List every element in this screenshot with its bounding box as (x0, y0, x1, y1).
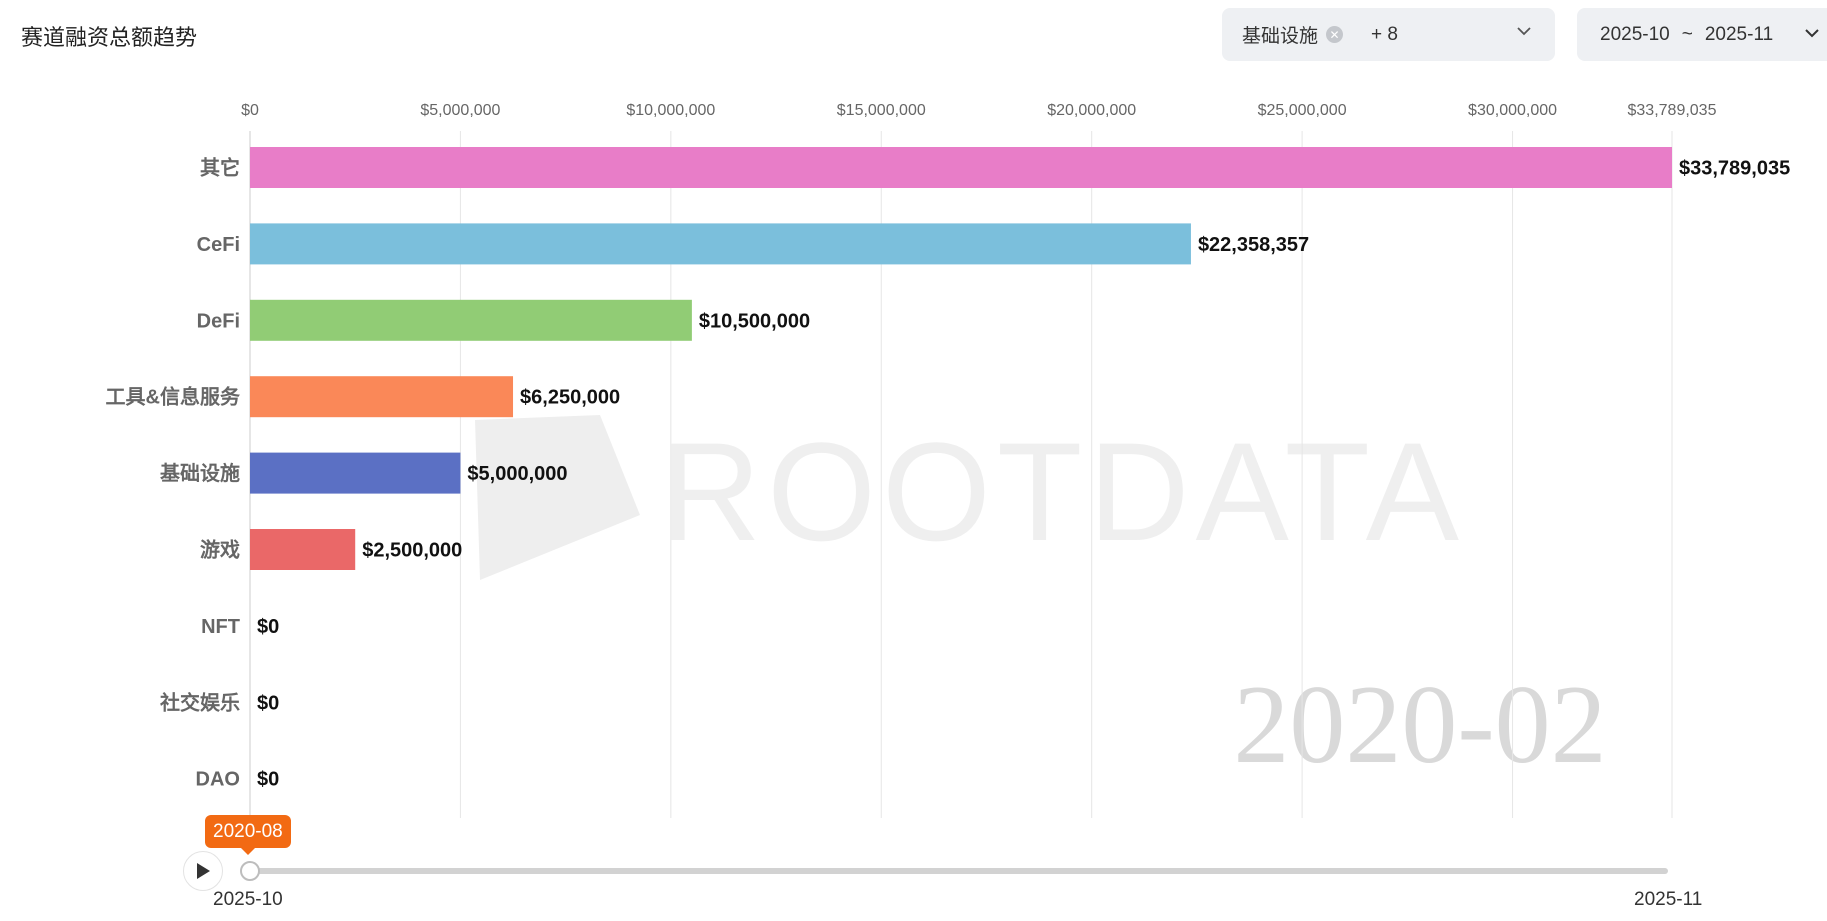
x-tick-label: $10,000,000 (626, 102, 715, 119)
category-label: 工具&信息服务 (106, 385, 241, 409)
more-count: + 8 (1371, 23, 1398, 45)
chevron-down-icon (1517, 27, 1531, 36)
bar-value-label: $0 (257, 769, 279, 791)
watermark-text: ROOTDATA (660, 413, 1465, 570)
bar-value-label: $6,250,000 (520, 387, 620, 409)
category-label: 基础设施 (160, 461, 240, 485)
bar (250, 299, 692, 341)
clear-tag-icon[interactable]: ✕ (1326, 26, 1344, 43)
timeline-track[interactable] (244, 868, 1668, 874)
bar-value-label: $22,358,357 (1198, 234, 1309, 256)
timeline-end-label: 2025-11 (1634, 889, 1703, 910)
x-tick-label: $20,000,000 (1047, 102, 1136, 119)
bar (250, 452, 461, 494)
category-label: 游戏 (200, 538, 240, 562)
category-filter-select[interactable]: 基础设施 ✕ + 8 (1222, 8, 1555, 61)
category-label: DeFi (197, 310, 240, 332)
x-tick-label: $0 (241, 102, 259, 119)
x-tick-label: $15,000,000 (837, 102, 926, 119)
bar (250, 529, 356, 570)
period-label: 2020-02 (1233, 663, 1606, 787)
x-tick-label: $5,000,000 (420, 102, 500, 119)
bar (250, 376, 514, 418)
timeline-start-label: 2025-10 (213, 889, 283, 910)
watermark-logo (475, 415, 640, 580)
category-label: NFT (201, 616, 240, 638)
date-start: 2025-10 (1600, 23, 1670, 45)
bar (250, 147, 1672, 188)
play-icon (197, 863, 210, 879)
x-tick-label: $25,000,000 (1258, 102, 1347, 119)
chevron-down-icon (1805, 29, 1819, 38)
x-tick-label: $33,789,035 (1628, 102, 1717, 119)
timeline-handle[interactable] (240, 861, 260, 881)
page-title: 赛道融资总额趋势 (21, 25, 198, 50)
bar-value-label: $5,000,000 (467, 463, 567, 485)
category-label: 其它 (200, 156, 240, 180)
bar (250, 223, 1191, 265)
bar-value-label: $0 (257, 616, 279, 638)
date-separator: ~ (1681, 23, 1693, 45)
play-button[interactable] (183, 851, 223, 891)
bar-value-label: $2,500,000 (362, 540, 462, 562)
date-end: 2025-11 (1704, 23, 1774, 45)
selected-tag: 基础设施 (1242, 26, 1319, 47)
timeline-current-badge: 2020-08 (205, 815, 291, 855)
date-range-picker[interactable]: 2025-10 ~ 2025-11 (1577, 8, 1827, 61)
category-label: DAO (196, 769, 240, 791)
bar-chart: ROOTDATA 2020-02 $0 $5,000,000 $10,000,000 $1… (106, 102, 1790, 818)
bar-value-label: $0 (257, 692, 279, 714)
bar-value-label: $10,500,000 (699, 310, 810, 332)
x-tick-label: $30,000,000 (1468, 102, 1557, 119)
bar-value-label: $33,789,035 (1679, 158, 1790, 180)
category-label: 社交娱乐 (159, 690, 240, 714)
category-label: CeFi (197, 234, 240, 256)
